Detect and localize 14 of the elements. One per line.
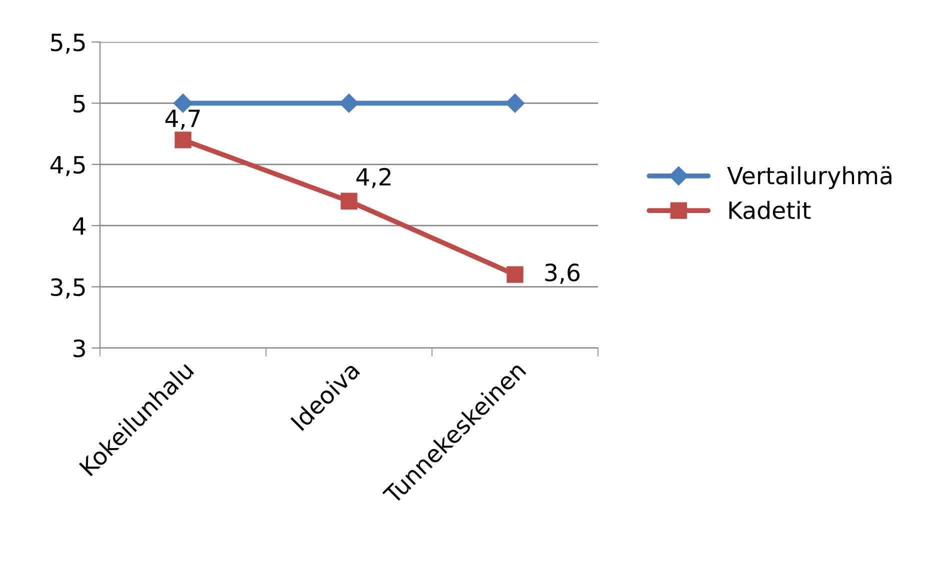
legend-label: Vertailuryhmä [727,166,892,190]
y-tick-label: 5 [74,94,85,113]
data-label: 3,6 [545,264,580,284]
y-tick-label: 4 [72,217,86,235]
y-tick-label: 5,5 [51,34,85,54]
point [174,132,192,148]
y-tick-label: 3 [74,339,85,358]
data-label: 4,7 [165,110,200,130]
point [506,266,524,283]
y-tick-label: 3,5 [51,278,85,299]
point [340,192,358,210]
data-label: 4,2 [356,168,390,188]
legend-label: Kadetit [729,200,811,220]
y-tick-label: 4,5 [50,156,85,176]
